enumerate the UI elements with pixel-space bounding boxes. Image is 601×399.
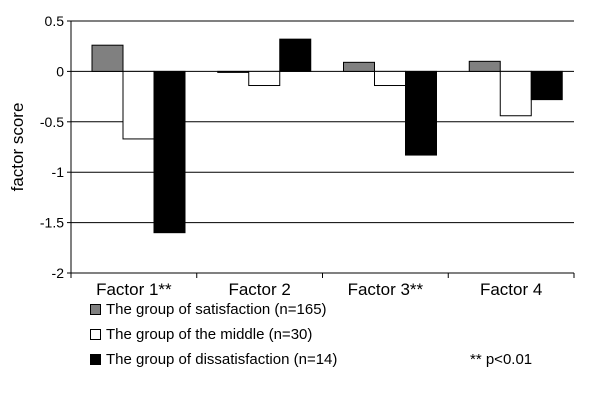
bar-middle-factor-3 (374, 70, 406, 87)
bar-dissatisfaction-factor-1 (153, 70, 186, 234)
bar-satisfaction-factor-4 (468, 60, 501, 72)
legend-label-middle: The group of the middle (n=30) (106, 326, 313, 343)
legend-item-satisfaction: The group of satisfaction (n=165) (90, 297, 337, 322)
x-tick-label: Factor 2 (228, 280, 290, 299)
legend-item-dissatisfaction: The group of dissatisfaction (n=14) (90, 347, 337, 372)
legend-swatch-middle (90, 328, 101, 340)
legend-label-dissatisfaction: The group of dissatisfaction (n=14) (106, 351, 338, 368)
bar-satisfaction-factor-3 (343, 61, 375, 72)
legend-label-satisfaction: The group of satisfaction (n=165) (106, 301, 327, 318)
y-tick-label: -2 (52, 265, 65, 281)
bar-dissatisfaction-factor-3 (405, 70, 437, 156)
x-ticks: Factor 1** Factor 2 Factor 3** Factor 4 (70, 273, 575, 299)
y-tick-label: -0.5 (40, 114, 64, 130)
legend-swatch-dissatisfaction (90, 353, 101, 365)
significance-note: ** p<0.01 (470, 351, 533, 368)
y-tick-label: 0.5 (45, 13, 65, 29)
y-tick-label: -1.5 (40, 215, 64, 231)
y-tick-label: -1 (52, 164, 65, 180)
bar-satisfaction-factor-2 (217, 70, 250, 73)
legend: The group of satisfaction (n=165) The gr… (90, 297, 337, 372)
bar-dissatisfaction-factor-4 (530, 70, 563, 101)
bars (91, 38, 563, 234)
bar-chart: 0.50-0.5-1-1.5-2 Factor 1** Factor 2 Facto… (8, 13, 575, 299)
y-axis-label: factor score (8, 103, 27, 192)
bar-middle-factor-2 (248, 70, 281, 87)
x-tick-label: Factor 3** (348, 280, 424, 299)
legend-item-middle: The group of the middle (n=30) (90, 322, 337, 347)
legend-swatch-satisfaction (90, 303, 101, 315)
y-tick-label: 0 (56, 63, 64, 79)
bar-satisfaction-factor-1 (91, 44, 124, 72)
x-tick-label: Factor 4 (480, 280, 542, 299)
bar-middle-factor-4 (499, 70, 532, 117)
bar-dissatisfaction-factor-2 (279, 38, 312, 72)
bar-middle-factor-1 (122, 70, 155, 140)
x-tick-label: Factor 1** (96, 280, 172, 299)
y-ticks: 0.5 0 -0.5 -1 -1.5 -2 (40, 13, 71, 281)
